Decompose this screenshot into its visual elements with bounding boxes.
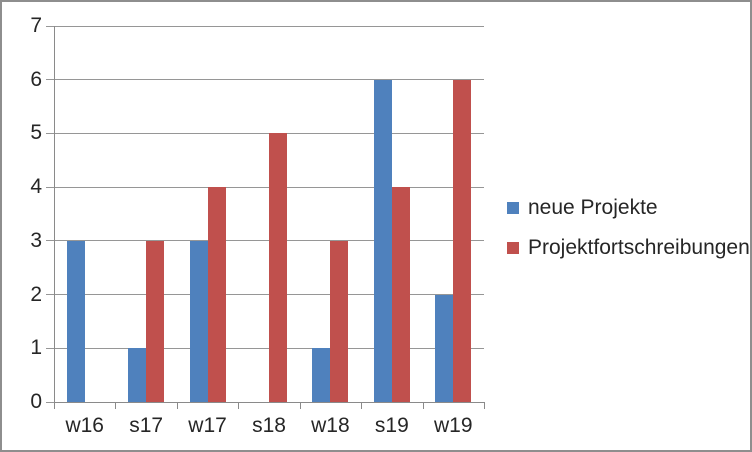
y-axis-tick-label: 4 [30, 175, 42, 199]
legend-entry: Projektfortschreibungen [507, 235, 750, 261]
gridline [46, 186, 484, 188]
y-axis-tick-label: 1 [30, 336, 42, 360]
legend-swatch-icon [507, 242, 519, 254]
bar-neue-projekte-w19 [435, 294, 454, 402]
x-axis-category-label: w16 [65, 414, 104, 437]
x-axis-category-label: s19 [374, 414, 409, 437]
bar-projektfortschreibungen-w19 [453, 79, 472, 402]
bar-neue-projekte-s19 [373, 79, 392, 402]
x-axis-category-label: s18 [252, 414, 286, 437]
y-axis-tick-label: 3 [30, 228, 42, 252]
gridline [46, 25, 484, 27]
y-axis-tick-label: 0 [30, 390, 42, 413]
y-axis-line [54, 26, 55, 409]
x-axis-tick [176, 402, 178, 409]
x-axis-category-label: w18 [311, 414, 350, 437]
bar-projektfortschreibungen-s19 [391, 187, 410, 402]
bar-projektfortschreibungen-w18 [330, 240, 349, 402]
bar-neue-projekte-w17 [189, 240, 208, 402]
bar-neue-projekte-s17 [128, 348, 147, 402]
y-axis-tick-label: 5 [30, 121, 42, 145]
bar-neue-projekte-w18 [312, 348, 331, 402]
bar-projektfortschreibungen-s17 [146, 240, 165, 402]
x-axis-tick [299, 402, 301, 409]
legend-label: Projektfortschreibungen [528, 236, 750, 259]
axis-tick [46, 401, 54, 403]
x-axis-line [54, 401, 484, 403]
gridline [46, 294, 484, 296]
bar-neue-projekte-w16 [66, 240, 85, 402]
legend: neue Projekte Projektfortschreibungen [507, 195, 750, 275]
x-axis-category-label: w17 [188, 414, 227, 437]
x-axis-category-label: s17 [129, 414, 164, 437]
x-axis-tick [54, 402, 55, 409]
legend-entry: neue Projekte [507, 195, 750, 221]
legend-swatch-icon [507, 202, 519, 214]
x-axis-tick [361, 402, 363, 409]
gridline [46, 132, 484, 134]
legend-label: neue Projekte [528, 196, 658, 219]
bar-projektfortschreibungen-w17 [207, 187, 226, 402]
x-axis-tick [238, 402, 240, 409]
bar-projektfortschreibungen-s18 [269, 133, 287, 402]
y-axis-tick-label: 7 [30, 14, 42, 37]
x-axis-tick [422, 402, 424, 409]
gridline [46, 240, 484, 242]
y-axis-tick-label: 6 [30, 67, 42, 91]
gridline [46, 79, 484, 81]
x-axis-tick [484, 402, 485, 409]
gridline [46, 347, 484, 349]
y-axis-tick-label: 2 [30, 282, 42, 306]
x-axis-category-label: w19 [434, 414, 473, 437]
x-axis-tick [115, 402, 117, 409]
